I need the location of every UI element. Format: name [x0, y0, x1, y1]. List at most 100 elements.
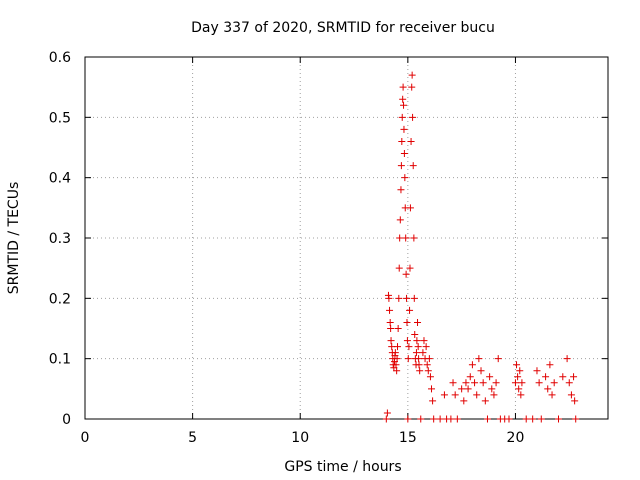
- data-point: [414, 343, 422, 351]
- y-tick-label: 0.1: [49, 352, 71, 368]
- data-point: [415, 355, 423, 363]
- data-point: [483, 415, 491, 423]
- chart-title: Day 337 of 2020, SRMTID for receiver buc…: [191, 20, 495, 36]
- data-point: [477, 367, 485, 375]
- data-point: [514, 373, 522, 381]
- data-point: [387, 325, 395, 332]
- data-point: [458, 385, 466, 393]
- data-point: [424, 367, 432, 375]
- y-tick-label: 0.2: [49, 291, 71, 307]
- scatter-points: [382, 71, 580, 423]
- data-point: [419, 349, 427, 357]
- y-tick-label: 0.3: [49, 231, 71, 247]
- data-point: [492, 379, 500, 387]
- data-point: [481, 397, 489, 405]
- data-point: [411, 331, 419, 339]
- data-point: [415, 361, 423, 369]
- data-point: [563, 355, 571, 363]
- data-point: [571, 397, 579, 405]
- data-point: [392, 361, 400, 369]
- data-point: [403, 337, 411, 345]
- data-point: [565, 379, 573, 387]
- data-point: [397, 162, 405, 170]
- data-point: [400, 101, 408, 109]
- data-point: [479, 379, 487, 387]
- data-point: [417, 415, 425, 423]
- data-point: [522, 415, 530, 423]
- data-point: [567, 391, 575, 399]
- axis-ticks: 0 5 10 15 20 0 0.1 0.2 0.3 0.4 0.5 0.6: [49, 50, 608, 446]
- x-tick-label: 5: [188, 430, 197, 446]
- data-point: [383, 409, 391, 417]
- data-point: [386, 306, 394, 314]
- data-point: [440, 391, 448, 399]
- data-point: [436, 415, 444, 423]
- data-point: [462, 379, 470, 387]
- data-point: [542, 373, 550, 381]
- data-point: [548, 391, 556, 399]
- data-point: [405, 343, 413, 351]
- data-point: [422, 343, 430, 351]
- x-tick-label: 20: [507, 430, 525, 446]
- data-point: [517, 391, 525, 399]
- data-point: [537, 415, 545, 423]
- data-point: [404, 415, 412, 423]
- data-point: [464, 385, 472, 393]
- x-axis-title: GPS time / hours: [284, 459, 401, 475]
- y-tick-label: 0: [62, 412, 71, 428]
- y-tick-label: 0.5: [49, 110, 71, 126]
- data-point: [430, 415, 438, 423]
- data-point: [466, 373, 474, 381]
- data-point: [385, 294, 393, 302]
- data-point: [490, 391, 498, 399]
- data-point: [535, 379, 543, 387]
- data-point: [412, 349, 420, 357]
- y-axis-title: SRMTID / TECUs: [6, 182, 22, 295]
- data-point: [488, 385, 496, 393]
- data-point: [516, 367, 524, 375]
- data-point: [471, 379, 479, 387]
- data-point: [533, 367, 541, 375]
- data-point: [404, 355, 412, 363]
- data-point: [396, 216, 404, 224]
- data-point: [425, 355, 433, 363]
- data-point: [515, 385, 523, 393]
- data-point: [387, 337, 395, 345]
- data-point: [393, 367, 401, 375]
- y-tick-label: 0.4: [49, 171, 71, 187]
- data-point: [408, 83, 416, 91]
- data-point: [559, 373, 567, 381]
- data-point: [394, 325, 402, 332]
- data-point: [410, 234, 418, 242]
- data-point: [505, 415, 513, 423]
- data-point: [410, 294, 418, 302]
- x-tick-label: 10: [291, 430, 309, 446]
- data-point: [395, 294, 403, 302]
- data-point: [420, 337, 428, 345]
- data-point: [386, 318, 394, 326]
- data-point: [554, 415, 562, 423]
- data-point: [473, 391, 481, 399]
- data-point: [399, 95, 407, 103]
- data-point: [403, 318, 411, 326]
- x-tick-label: 15: [399, 430, 417, 446]
- data-point: [423, 361, 431, 369]
- data-point: [447, 415, 455, 423]
- data-point: [398, 137, 406, 145]
- x-tick-label: 0: [81, 430, 90, 446]
- data-point: [391, 349, 399, 357]
- y-tick-label: 0.6: [49, 50, 71, 66]
- data-point: [402, 270, 410, 278]
- data-point: [395, 264, 403, 272]
- data-point: [426, 373, 434, 381]
- data-point: [408, 71, 416, 79]
- data-point: [475, 355, 483, 363]
- data-point: [529, 415, 537, 423]
- data-point: [402, 234, 410, 242]
- data-point: [403, 294, 411, 302]
- data-point: [406, 264, 414, 272]
- data-point: [550, 379, 558, 387]
- data-point: [393, 355, 401, 363]
- data-point: [400, 125, 408, 133]
